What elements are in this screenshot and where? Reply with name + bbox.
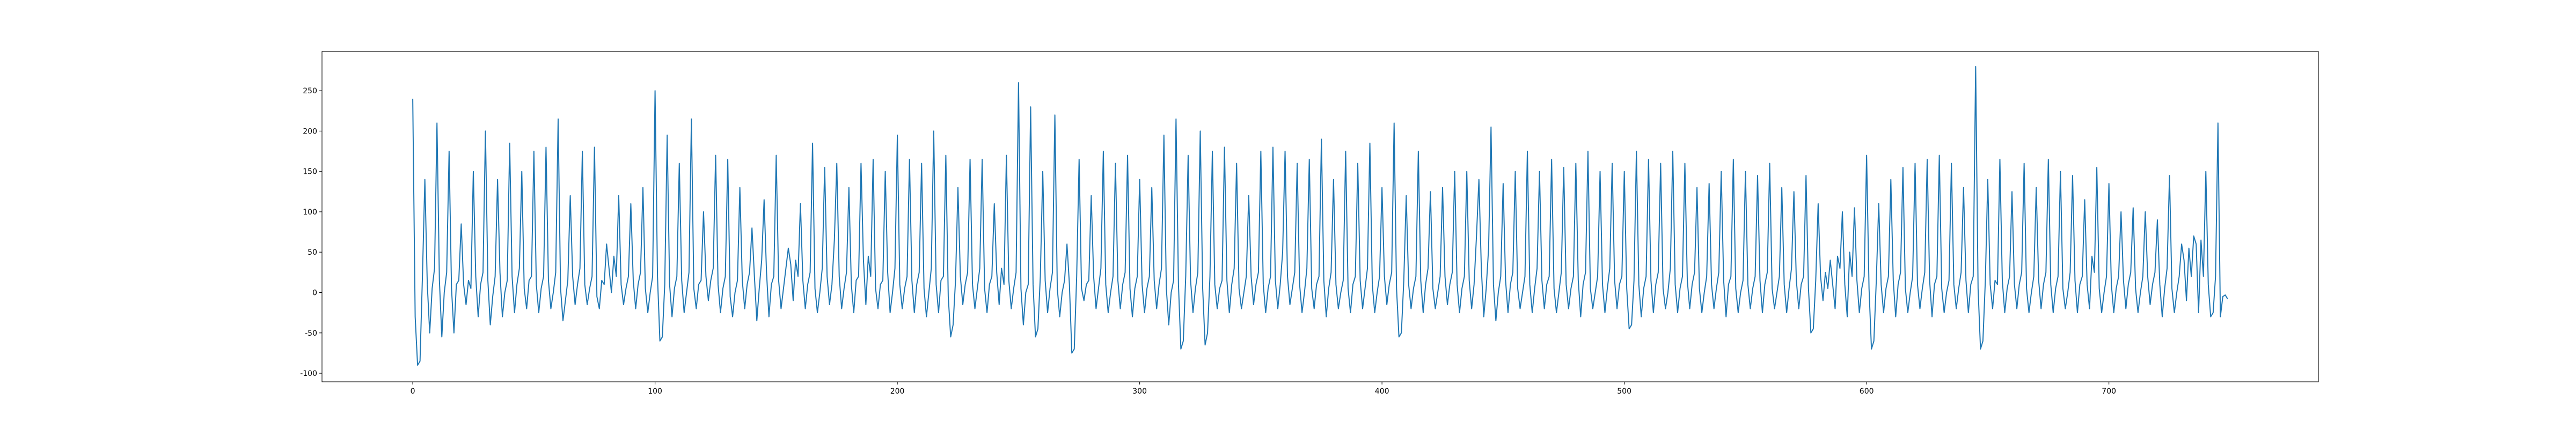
x-tick-label: 0 [411,387,415,396]
data-line [412,66,2228,366]
y-tick-label: 50 [308,248,317,257]
y-tick-label: 200 [303,127,317,136]
y-tick-label: 150 [303,168,317,176]
x-tick-label: 700 [2102,387,2116,396]
y-tick-label: 250 [303,87,317,95]
y-tick-label: 0 [312,289,317,298]
y-tick-label: 100 [303,208,317,217]
x-tick-label: 100 [648,387,662,396]
x-tick-label: 600 [1860,387,1874,396]
plot-frame [321,51,2319,382]
y-tick-label: -100 [300,369,317,378]
x-tick-label: 300 [1132,387,1147,396]
y-tick-label: -50 [305,329,317,338]
x-tick-label: 400 [1375,387,1389,396]
x-tick-label: 200 [890,387,905,396]
x-tick-label: 500 [1617,387,1631,396]
